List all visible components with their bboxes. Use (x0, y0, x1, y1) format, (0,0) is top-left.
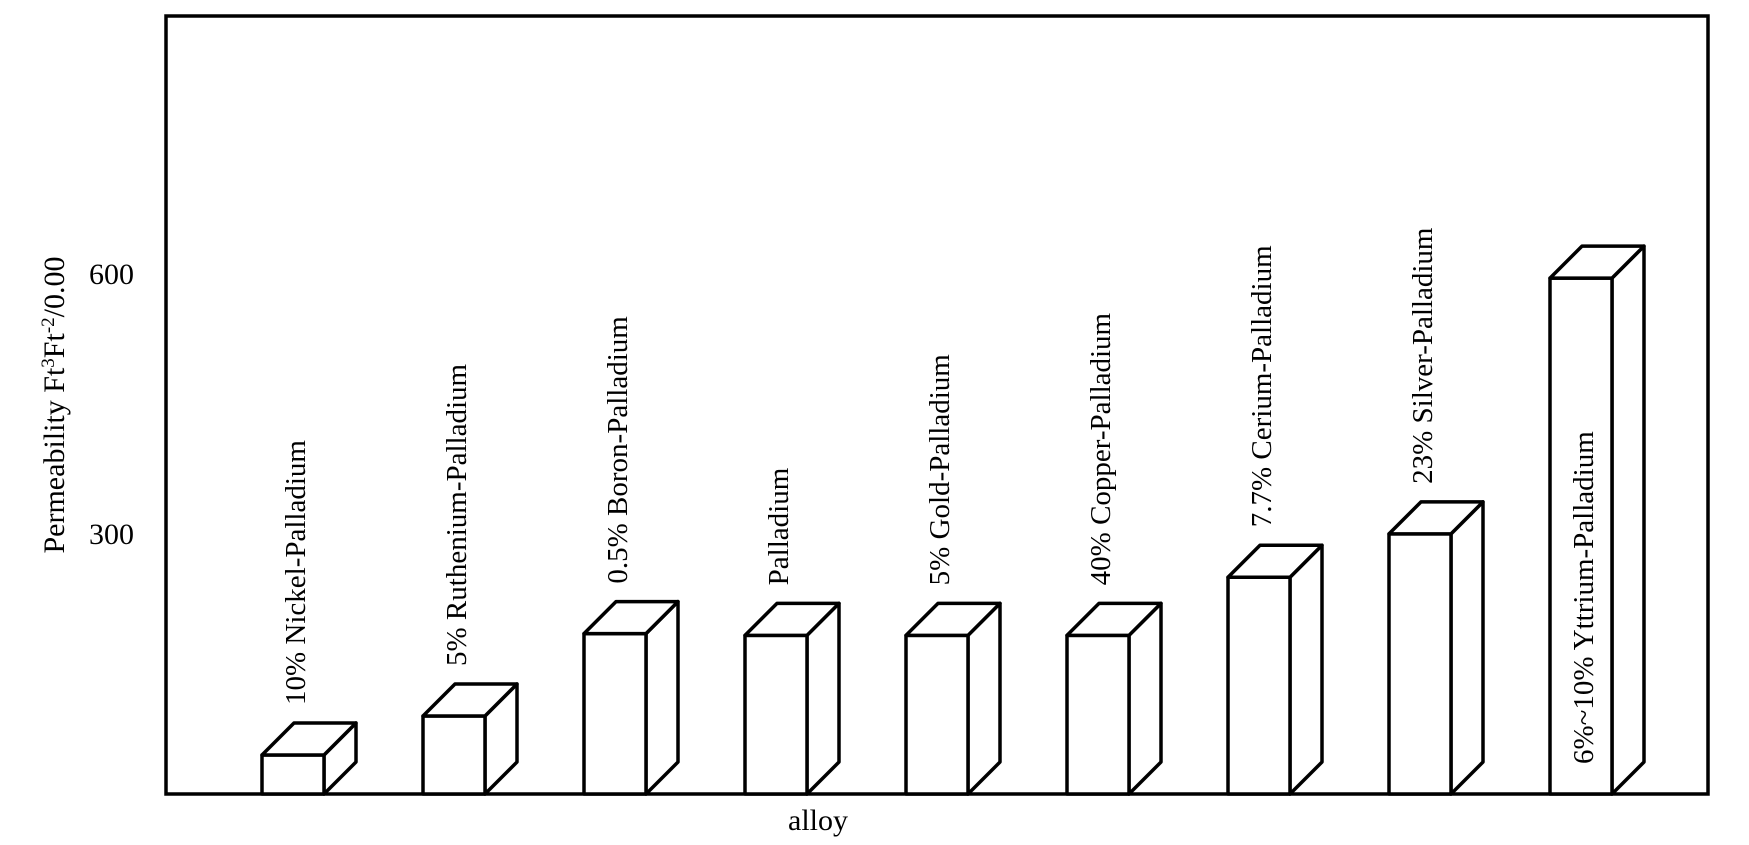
bar-front (260, 753, 326, 796)
bar-side (1449, 500, 1485, 796)
bar-top (421, 682, 519, 718)
bar-side (1288, 543, 1324, 796)
bar-category-label: 23% Silver-Palladium (1407, 227, 1439, 484)
y-tick-label: 300 (89, 518, 134, 551)
bar-front (1387, 532, 1453, 796)
bar-top (904, 601, 1002, 638)
y-axis-label-sup1: 3 (38, 358, 59, 368)
bar-category-label: 7.7% Cerium-Palladium (1246, 245, 1278, 527)
bar (1387, 500, 1485, 796)
bar (1548, 244, 1646, 796)
bar-front (1226, 575, 1292, 796)
bar (421, 682, 519, 796)
bar-category-label: Palladium (763, 467, 795, 585)
bar-top (260, 721, 358, 757)
bar (582, 599, 680, 796)
y-axis-label: Permeability Ft3Ft-2/0.00 (38, 256, 72, 553)
bar-front (1548, 276, 1614, 796)
bar-top (1387, 500, 1485, 536)
bar (1065, 601, 1163, 796)
bar-front (743, 633, 809, 796)
x-axis-label: alloy (788, 804, 848, 837)
bar-top (1548, 244, 1646, 280)
y-axis-label-main: Permeability Ft (38, 367, 71, 553)
y-tick-label: 600 (89, 258, 134, 291)
bar-top (1226, 543, 1324, 579)
bar-category-label: 10% Nickel-Palladium (280, 440, 312, 705)
bar-category-label: 5% Ruthenium-Palladium (441, 363, 473, 665)
bar (1226, 543, 1324, 796)
bar-top (743, 601, 841, 638)
bar-category-label: 40% Copper-Palladium (1085, 312, 1117, 585)
bar (904, 601, 1002, 796)
bar (260, 721, 358, 796)
y-axis-label-sup2: -2 (38, 317, 59, 333)
y-axis-label-tail: /0.00 (38, 256, 71, 317)
bar-category-label: 0.5% Boron-Palladium (602, 316, 634, 584)
bar-top (582, 599, 680, 636)
bar-category-label: 5% Gold-Palladium (924, 354, 956, 586)
bar-category-label: 6%~10% Yttrium-Palladium (1568, 431, 1600, 764)
bar-front (1065, 633, 1131, 796)
bar-front (904, 633, 970, 796)
y-axis-label-mid: Ft (38, 333, 71, 359)
bar-front (421, 714, 487, 796)
bar-side (1610, 244, 1646, 796)
bar-top (1065, 601, 1163, 638)
bar-front (582, 631, 648, 796)
bar (743, 601, 841, 796)
